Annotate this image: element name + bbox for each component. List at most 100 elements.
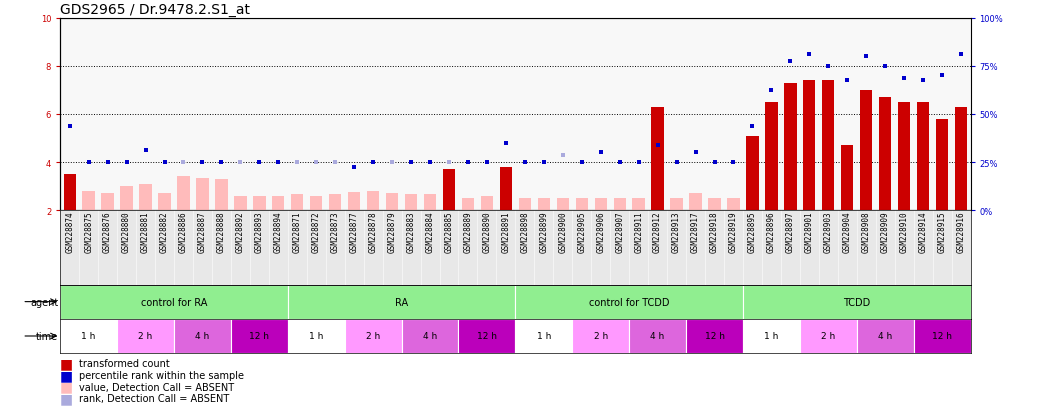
Bar <box>898 102 910 211</box>
Text: ■: ■ <box>60 356 74 370</box>
Point <box>593 150 609 157</box>
Point <box>497 140 514 147</box>
Bar <box>936 119 949 211</box>
Text: GSM228886: GSM228886 <box>179 211 188 252</box>
Bar <box>253 196 266 211</box>
Point <box>744 123 761 130</box>
Text: GSM228888: GSM228888 <box>217 211 226 252</box>
Point <box>820 63 837 70</box>
Bar <box>102 194 114 211</box>
Bar <box>516 319 572 353</box>
Text: TCDD: TCDD <box>843 297 871 307</box>
Text: 1 h: 1 h <box>81 332 95 341</box>
Text: GSM228878: GSM228878 <box>368 211 378 252</box>
Bar <box>516 285 743 319</box>
Text: GSM228873: GSM228873 <box>331 211 339 252</box>
Point <box>650 142 666 149</box>
Point <box>327 159 344 166</box>
Point <box>441 159 458 166</box>
Bar <box>765 102 777 211</box>
Point <box>100 159 116 166</box>
Text: percentile rank within the sample: percentile rank within the sample <box>79 370 244 380</box>
Bar <box>348 192 360 211</box>
Bar <box>499 167 512 211</box>
Bar <box>177 177 190 211</box>
Point <box>934 73 951 79</box>
Bar <box>459 319 515 353</box>
Point <box>914 78 931 84</box>
Text: GSM228907: GSM228907 <box>616 211 624 252</box>
Text: GSM228884: GSM228884 <box>426 211 435 252</box>
Point <box>421 159 438 166</box>
Bar <box>288 319 345 353</box>
Bar <box>272 196 284 211</box>
Bar <box>288 285 515 319</box>
Bar <box>841 146 853 211</box>
Bar <box>538 199 550 211</box>
Bar <box>803 81 816 211</box>
Text: GSM228916: GSM228916 <box>957 211 965 252</box>
Text: GSM228881: GSM228881 <box>141 211 151 252</box>
Bar <box>917 102 929 211</box>
Bar <box>60 285 288 319</box>
Text: GSM228892: GSM228892 <box>236 211 245 252</box>
Bar <box>215 179 227 211</box>
Text: GSM228880: GSM228880 <box>122 211 131 252</box>
Text: GSM228903: GSM228903 <box>824 211 832 252</box>
Text: GSM228894: GSM228894 <box>274 211 282 252</box>
Text: rank, Detection Call = ABSENT: rank, Detection Call = ABSENT <box>79 393 229 403</box>
Point <box>213 159 229 166</box>
Text: GSM228912: GSM228912 <box>653 211 662 252</box>
Point <box>308 159 325 166</box>
Point <box>61 123 78 130</box>
Bar <box>462 199 474 211</box>
Bar <box>230 319 288 353</box>
Text: 12 h: 12 h <box>249 332 269 341</box>
Bar <box>743 319 800 353</box>
Text: GSM228918: GSM228918 <box>710 211 719 252</box>
Text: GSM228899: GSM228899 <box>540 211 548 252</box>
Bar <box>405 195 417 211</box>
Text: GSM228875: GSM228875 <box>84 211 93 252</box>
Bar <box>402 319 459 353</box>
Bar <box>310 196 323 211</box>
Bar <box>139 184 152 211</box>
Text: GSM228904: GSM228904 <box>843 211 852 252</box>
Text: 1 h: 1 h <box>309 332 324 341</box>
Point <box>194 159 211 166</box>
Text: ■: ■ <box>60 368 74 382</box>
Bar <box>743 285 971 319</box>
Text: 2 h: 2 h <box>366 332 380 341</box>
Text: transformed count: transformed count <box>79 358 169 368</box>
Point <box>801 51 818 58</box>
Point <box>270 159 286 166</box>
Bar <box>955 107 967 211</box>
Bar <box>424 195 436 211</box>
Text: GSM228917: GSM228917 <box>691 211 700 252</box>
Text: GSM228919: GSM228919 <box>729 211 738 252</box>
Bar <box>728 199 740 211</box>
Point <box>118 159 135 166</box>
Text: GSM228890: GSM228890 <box>483 211 491 252</box>
Text: 1 h: 1 h <box>537 332 551 341</box>
Text: RA: RA <box>395 297 408 307</box>
Point <box>726 159 742 166</box>
Point <box>517 159 534 166</box>
Point <box>858 54 875 60</box>
Bar <box>613 199 626 211</box>
Text: GSM228901: GSM228901 <box>804 211 814 252</box>
Bar <box>117 319 174 353</box>
Text: GSM228905: GSM228905 <box>577 211 586 252</box>
Text: time: time <box>36 331 58 341</box>
Bar <box>822 81 835 211</box>
Point <box>80 159 97 166</box>
Bar <box>595 199 607 211</box>
Text: 4 h: 4 h <box>651 332 664 341</box>
Text: 4 h: 4 h <box>195 332 210 341</box>
Bar <box>629 319 686 353</box>
Text: 2 h: 2 h <box>821 332 836 341</box>
Bar <box>196 178 209 211</box>
Text: GDS2965 / Dr.9478.2.S1_at: GDS2965 / Dr.9478.2.S1_at <box>60 2 250 17</box>
Text: GSM228898: GSM228898 <box>520 211 529 252</box>
Text: GSM228889: GSM228889 <box>463 211 472 252</box>
